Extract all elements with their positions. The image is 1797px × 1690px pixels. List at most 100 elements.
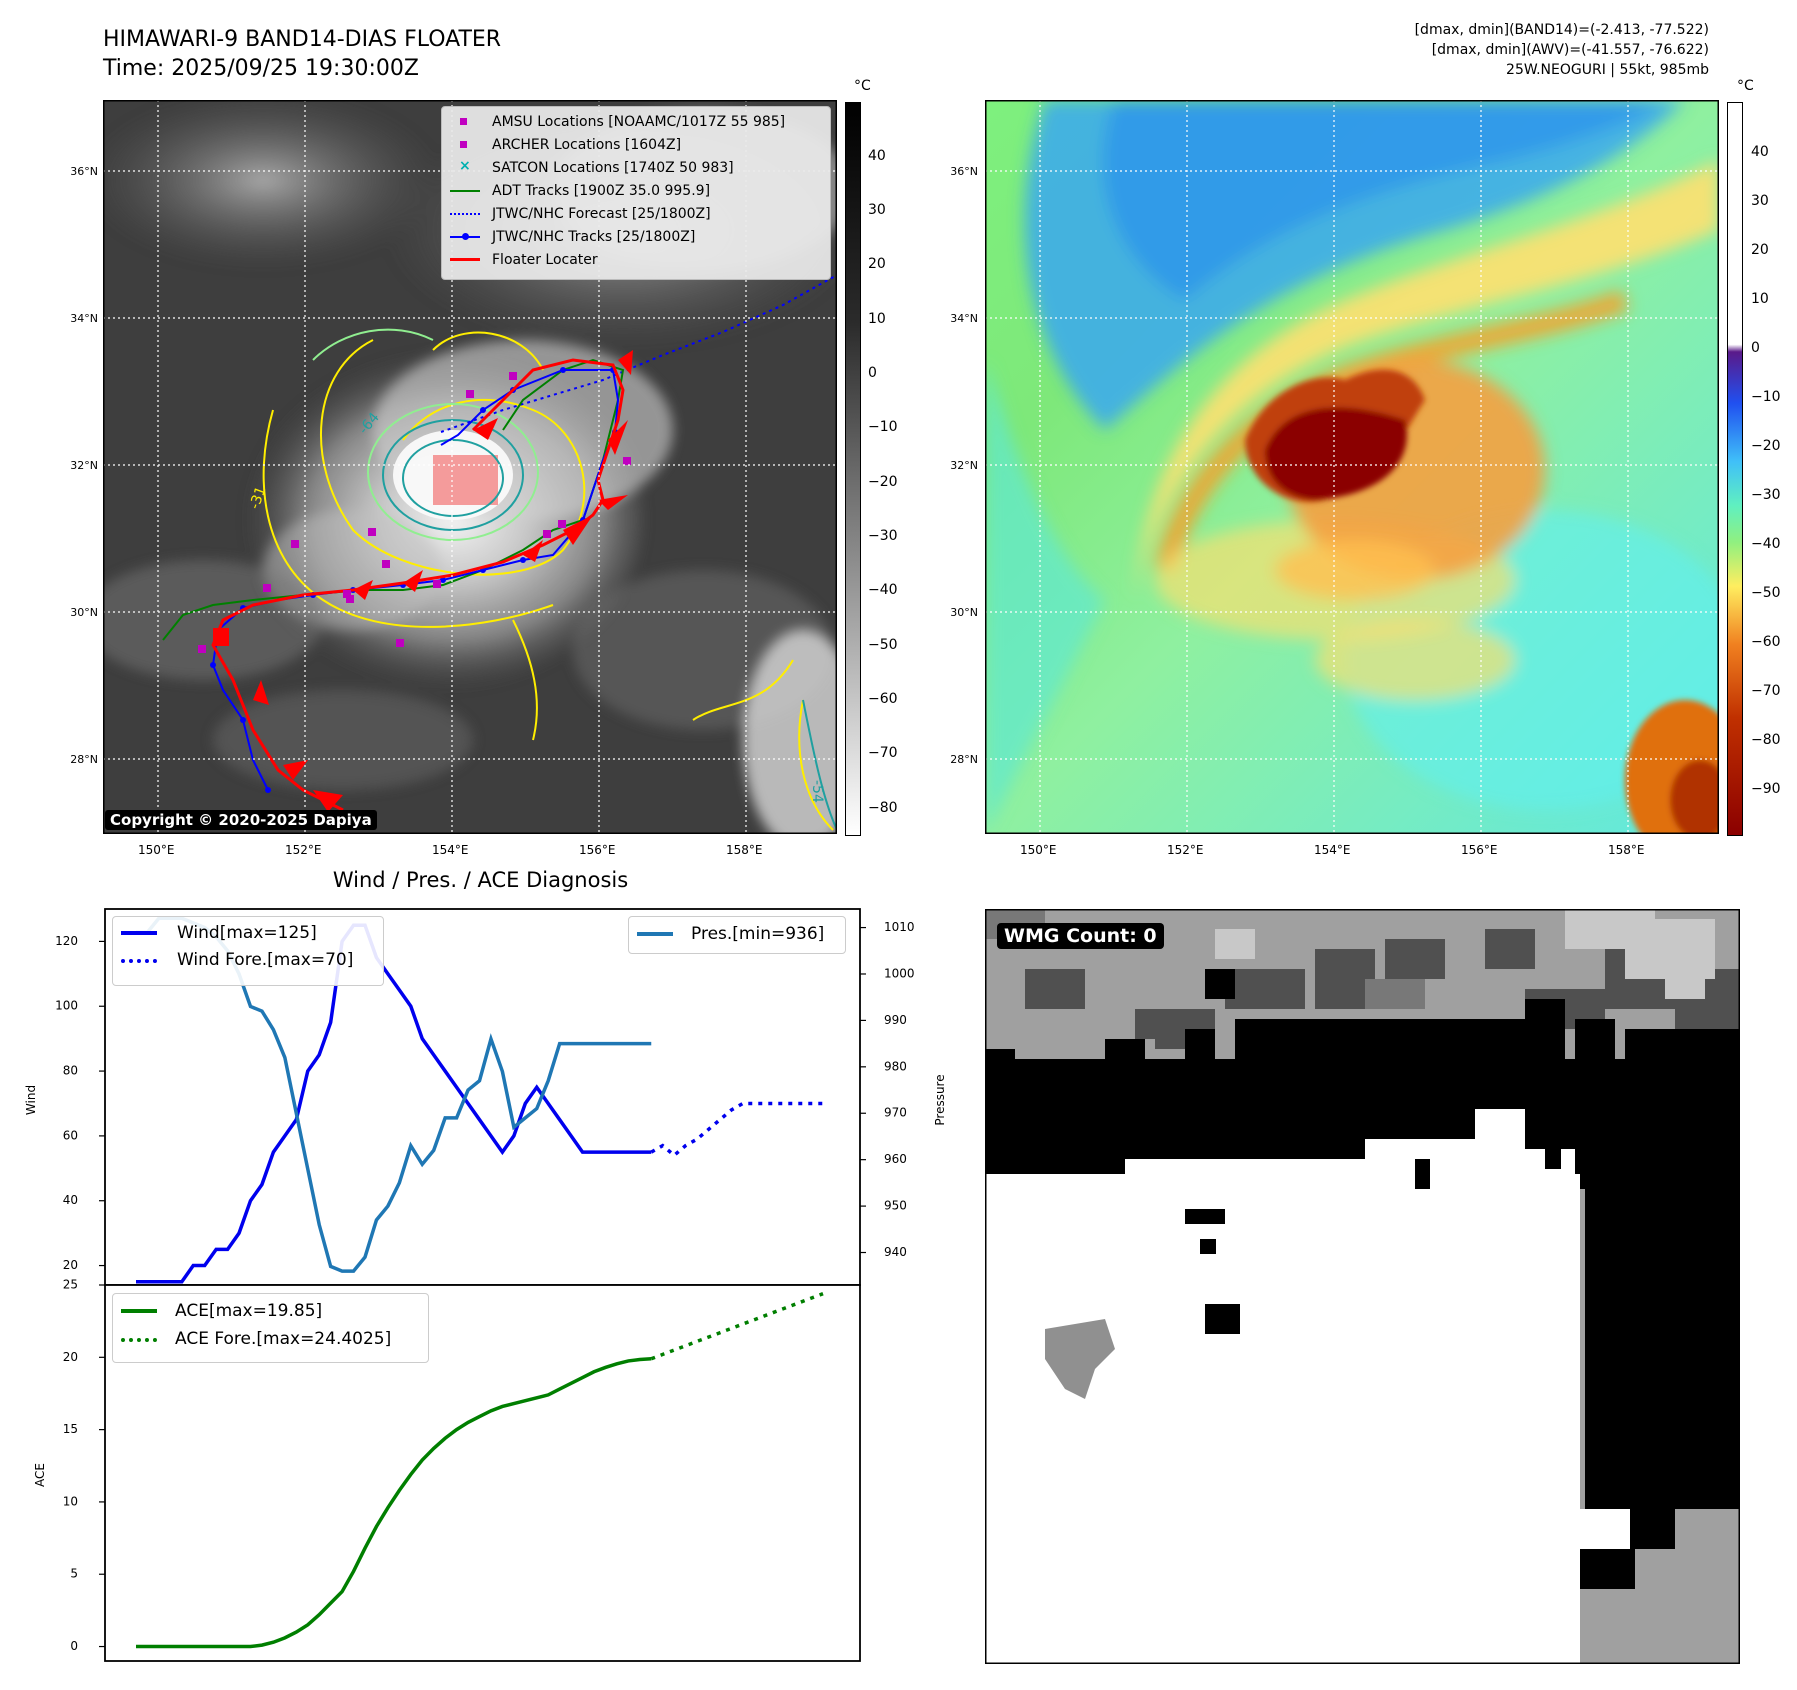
lon-label: 156°E	[579, 843, 616, 857]
colorbar-tick: −80	[1751, 732, 1781, 748]
lon-label: 154°E	[432, 843, 469, 857]
pressure-ytick-label: 990	[884, 1013, 907, 1027]
wind-legend: Wind[max=125] Wind Fore.[max=70]	[112, 916, 384, 986]
floater-track	[211, 358, 625, 812]
pressure-ytick-label: 1010	[884, 920, 915, 934]
legend-entry-amsu: AMSU Locations [NOAAMC/1017Z 55 985]	[450, 113, 820, 133]
contour-label-minus54: -54	[809, 780, 825, 803]
diagnosis-ticks: 1201008060402010101000990980970960950940…	[55, 920, 914, 1653]
jtwc-forecast-line	[440, 274, 837, 433]
legend-dotted-line-icon	[450, 213, 480, 215]
stats-line3: 25W.NEOGURI | 55kt, 985mb	[1506, 62, 1709, 78]
legend-entry-jtwc-tracks: JTWC/NHC Tracks [25/1800Z]	[450, 228, 820, 248]
pressure-ytick-label: 960	[884, 1152, 907, 1166]
legend-dot-icon	[462, 233, 469, 240]
lat-label: 36°N	[70, 165, 98, 178]
legend-square-icon	[460, 118, 467, 125]
floater-box	[433, 455, 498, 505]
colorbar-tick: −40	[868, 582, 898, 598]
colorbar-tick: −60	[1751, 634, 1781, 650]
pressure-ytick-label: 980	[884, 1059, 907, 1073]
wind-ytick-label: 100	[55, 999, 78, 1013]
colorbar-tick: −50	[1751, 585, 1781, 601]
lon-label: 154°E	[1314, 843, 1351, 857]
wind-ytick-label: 60	[63, 1128, 78, 1142]
colorbar-tick: 40	[1751, 144, 1769, 160]
lon-label: 156°E	[1461, 843, 1498, 857]
wind-ytick-label: 120	[55, 934, 78, 948]
colorbar-tick: −60	[868, 691, 898, 707]
legend-label: SATCON Locations [1740Z 50 983]	[492, 160, 734, 176]
wind-ytick-label: 80	[63, 1064, 78, 1078]
diagnosis-title: Wind / Pres. / ACE Diagnosis	[332, 868, 629, 892]
legend-entry-adt: ADT Tracks [1900Z 35.0 995.9]	[450, 182, 820, 202]
lat-label: 32°N	[70, 459, 98, 472]
legend-label: AMSU Locations [NOAAMC/1017Z 55 985]	[492, 114, 786, 130]
left-colorbar-unit: °C	[854, 78, 871, 94]
floater-markers	[213, 350, 633, 812]
right-colorbar-unit: °C	[1737, 78, 1754, 94]
pressure-ytick-label: 970	[884, 1106, 907, 1120]
wind-ytick-label: 40	[63, 1193, 78, 1207]
contour-label-minus31: -31	[247, 484, 270, 511]
lon-label: 158°E	[1608, 843, 1645, 857]
legend-line-icon	[637, 932, 673, 936]
ace-series-line-0	[136, 1357, 652, 1649]
legend-entry-satcon: × SATCON Locations [1740Z 50 983]	[450, 158, 820, 179]
amsu-archer-markers	[198, 372, 631, 653]
legend-label: JTWC/NHC Forecast [25/1800Z]	[492, 206, 711, 222]
colorbar-tick: 40	[868, 148, 886, 164]
wind-ytick-label: 20	[63, 1258, 78, 1272]
legend-entry-floater: Floater Locater	[450, 251, 820, 271]
wind-ylabel: Wind	[24, 1085, 38, 1115]
lat-label: 30°N	[950, 606, 978, 619]
ace-ytick-label: 5	[70, 1567, 78, 1581]
colorbar-tick: −10	[868, 419, 898, 435]
right-map-lon-axis: 150°E 152°E 154°E 156°E 158°E	[985, 842, 1719, 860]
legend-x-icon: ×	[459, 158, 471, 174]
colorbar-tick: −70	[1751, 683, 1781, 699]
lat-label: 28°N	[70, 753, 98, 766]
colorbar-tick: −20	[1751, 438, 1781, 454]
right-colorbar	[1727, 102, 1743, 836]
stats-line2: [dmax, dmin](AWV)=(-41.557, -76.622)	[1431, 42, 1709, 58]
stats-line1: [dmax, dmin](BAND14)=(-2.413, -77.522)	[1414, 22, 1709, 38]
legend-square-icon	[460, 141, 467, 148]
right-map-lat-axis: 36°N 34°N 32°N 30°N 28°N	[880, 100, 980, 834]
lat-label: 30°N	[70, 606, 98, 619]
colorbar-tick: −50	[868, 637, 898, 653]
lat-label: 34°N	[70, 312, 98, 325]
colorbar-tick: 10	[1751, 291, 1769, 307]
copyright-badge: Copyright © 2020-2025 Dapiya	[105, 810, 377, 830]
map-title-line1: HIMAWARI-9 BAND14-DIAS FLOATER	[103, 27, 502, 52]
colorbar-tick: −80	[868, 800, 898, 816]
legend-line-icon	[450, 258, 480, 261]
legend-label: JTWC/NHC Tracks [25/1800Z]	[492, 229, 696, 245]
legend-line-icon	[121, 1309, 157, 1313]
ace-plot	[136, 1292, 824, 1649]
left-map-lon-axis: 150°E 152°E 154°E 156°E 158°E	[103, 842, 837, 860]
wv-map-image	[985, 100, 1719, 834]
ace-ylabel: ACE	[33, 1463, 47, 1487]
ace-ytick-label: 25	[63, 1278, 78, 1292]
ir-map-panel: -31 -64 -54	[103, 100, 837, 834]
ace-ytick-label: 20	[63, 1350, 78, 1364]
wmg-image	[985, 909, 1740, 1664]
legend-entry-archer: ARCHER Locations [1604Z]	[450, 136, 820, 156]
wv-map-panel	[985, 100, 1719, 834]
legend-line-icon	[121, 931, 157, 935]
ace-legend: ACE[max=19.85] ACE Fore.[max=24.4025]	[112, 1293, 429, 1363]
legend-label: Wind Fore.[max=70]	[177, 950, 354, 970]
colorbar-tick: 20	[1751, 242, 1769, 258]
pressure-ytick-label: 1000	[884, 966, 915, 980]
colorbar-tick: −70	[868, 745, 898, 761]
legend-label: Floater Locater	[492, 252, 598, 268]
legend-label: ACE[max=19.85]	[175, 1301, 323, 1321]
lon-label: 150°E	[1020, 843, 1057, 857]
left-colorbar-ticks: 40 30 20 10 0 −10 −20 −30 −40 −50 −60 −7…	[866, 102, 926, 836]
pressure-legend: Pres.[min=936]	[628, 916, 846, 954]
legend-entry-jtwc-forecast: JTWC/NHC Forecast [25/1800Z]	[450, 205, 820, 225]
lon-label: 152°E	[285, 843, 322, 857]
map-title-line2: Time: 2025/09/25 19:30:00Z	[103, 56, 419, 81]
pressure-ytick-label: 950	[884, 1199, 907, 1213]
